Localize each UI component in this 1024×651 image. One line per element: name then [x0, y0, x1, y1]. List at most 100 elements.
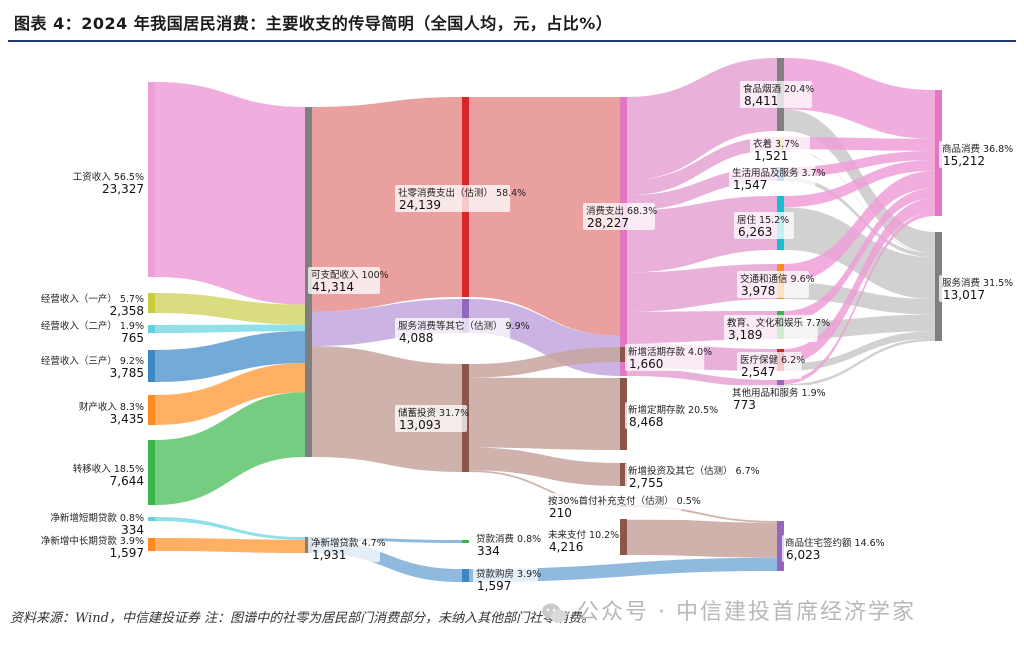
sankey-links: [155, 58, 935, 582]
node-label-edu: 教育、文化和娱乐 7.7%: [727, 317, 830, 329]
node-bar-houseContract: [777, 521, 784, 571]
node-label-transport: 交通和通信 9.6%: [740, 273, 815, 285]
node-label-bg-daily: [729, 165, 816, 192]
node-label-biz3: 经营收入（三产） 9.2%: [41, 355, 144, 367]
node-label-bg-consume: [583, 203, 655, 230]
node-label-house: 居住 15.2%: [737, 214, 789, 226]
node-value-house: 6,263: [738, 225, 772, 239]
sankey-chart: 工资收入 56.5%23,327 经营收入（一产） 5.7%2,358 经营收入（二…: [41, 58, 1013, 593]
node-label-bg-disp: [308, 267, 380, 294]
link-other-to-goods: [784, 212, 935, 385]
node-label-bg-edu: [724, 315, 818, 342]
node-label-shortloan: 净新增短期贷款 0.8%: [50, 512, 144, 524]
node-label-bg-demand: [625, 344, 705, 371]
chart-title: 图表 4：2024 年我国居民消费：主要收支的传导简明（全国人均，元，占比%）: [14, 14, 613, 33]
node-value-netloan: 1,931: [312, 548, 346, 562]
link-cloth-to-goods: [784, 137, 935, 151]
node-bar-consume: [620, 97, 627, 376]
node-label-cloth: 衣着 3.7%: [753, 138, 799, 150]
link-daily-to-services: [784, 176, 935, 258]
source-note: 资料来源：Wind，中信建投证券 注：图谱中的社零为居民部门消费部分，未纳入其他…: [10, 611, 595, 626]
node-bar-biz3: [148, 350, 155, 382]
node-label-bg-services: [939, 275, 1011, 302]
node-value-longloan: 1,597: [110, 546, 144, 560]
link-biz2-to-disp: [155, 324, 305, 333]
title-rule: [8, 40, 1016, 42]
node-value-biz1: 2,358: [110, 304, 144, 318]
node-label-services: 服务消费 31.5%: [942, 277, 1013, 289]
node-label-bg-saving: [395, 405, 467, 432]
node-label-downpay: 按30%首付补充支付（估测） 0.5%: [548, 495, 701, 507]
node-label-disp: 可支配收入 100%: [311, 269, 389, 281]
node-label-bg-retail: [395, 185, 511, 212]
link-disp-to-saving: [312, 346, 462, 472]
link-med-to-services: [784, 331, 935, 371]
link-saving-to-downpay: [469, 470, 620, 507]
node-value-shortloan: 334: [121, 523, 144, 537]
node-label-bg-time: [625, 402, 712, 429]
link-disp-to-retail: [312, 97, 462, 312]
node-value-biz3: 3,785: [110, 366, 144, 380]
link-prop-to-disp: [155, 363, 305, 425]
link-saving-to-demand: [469, 347, 620, 378]
node-bar-loancons: [462, 540, 469, 543]
link-trans-to-disp: [155, 392, 305, 505]
node-bar-biz1: [148, 293, 155, 313]
link-wage-to-disp: [155, 82, 305, 305]
node-value-food: 8,411: [744, 94, 778, 108]
link-longloan-to-netloan: [155, 538, 305, 553]
node-value-other: 773: [733, 398, 756, 412]
node-label-invest: 新增投资及其它（估测） 6.7%: [628, 465, 760, 477]
node-label-biz2: 经营收入（二产） 1.9%: [41, 320, 144, 332]
node-label-prop: 财产收入 8.3%: [79, 401, 144, 413]
node-label-bg-goods: [939, 141, 1011, 168]
node-label-netloan: 净新增贷款 4.7%: [311, 537, 386, 549]
node-label-loanhouse: 贷款购房 3.9%: [476, 568, 541, 580]
node-bar-shortloan: [148, 517, 155, 521]
node-value-service: 4,088: [399, 331, 433, 345]
node-bar-prop: [148, 395, 155, 425]
node-value-biz2: 765: [121, 331, 144, 345]
node-value-wage: 23,327: [102, 182, 144, 196]
node-value-loanhouse: 1,597: [477, 579, 511, 593]
node-label-food: 食品烟酒 20.4%: [743, 83, 814, 95]
node-label-demand: 新增活期存款 4.0%: [628, 346, 712, 358]
node-label-bg-houseContract: [782, 535, 876, 562]
link-med-to-goods: [784, 198, 935, 364]
link-loanhouse-to-houseContract: [469, 557, 777, 582]
node-value-goods: 15,212: [943, 154, 985, 168]
node-value-edu: 3,189: [728, 328, 762, 342]
node-value-houseContract: 6,023: [786, 548, 820, 562]
watermark-text: 公众号 · 中信建投首席经济学家: [577, 600, 916, 625]
link-retail-to-consume: [469, 97, 620, 336]
link-downpay-to-houseContract: [627, 505, 777, 523]
node-label-saving: 储蓄投资 31.7%: [398, 407, 469, 419]
node-value-trans: 7,644: [110, 474, 144, 488]
node-label-med: 医疗保健 6.2%: [740, 354, 805, 366]
node-label-unpaid: 未来支付 10.2%: [548, 529, 619, 541]
link-consume-to-cloth: [627, 137, 777, 196]
node-value-invest: 2,755: [629, 476, 663, 490]
node-bar-loanhouse: [462, 569, 469, 582]
node-label-bg-unpaid: [545, 527, 617, 554]
node-label-wage: 工资收入 56.5%: [73, 171, 144, 183]
link-transport-to-goods: [784, 170, 935, 283]
node-label-houseContract: 商品住宅签约额 14.6%: [785, 537, 885, 549]
node-value-downpay: 210: [549, 506, 572, 520]
node-bar-trans: [148, 440, 155, 505]
node-bar-unpaid: [620, 519, 627, 555]
node-label-bg-loanhouse: [473, 566, 538, 593]
node-label-consume: 消费支出 68.3%: [586, 205, 657, 217]
node-bar-services: [935, 232, 942, 341]
link-biz1-to-disp: [155, 293, 305, 325]
node-label-bg-invest: [625, 463, 741, 490]
link-saving-to-time: [469, 377, 620, 450]
link-other-to-services: [784, 338, 935, 387]
link-unpaid-to-houseContract: [627, 519, 777, 558]
node-value-disp: 41,314: [312, 280, 354, 294]
link-daily-to-goods: [784, 150, 935, 177]
sankey-nodes: 工资收入 56.5%23,327 经营收入（一产） 5.7%2,358 经营收入（二…: [41, 58, 1013, 593]
node-value-saving: 13,093: [399, 418, 441, 432]
node-bar-other: [777, 380, 784, 387]
link-edu-to-goods: [784, 188, 935, 322]
